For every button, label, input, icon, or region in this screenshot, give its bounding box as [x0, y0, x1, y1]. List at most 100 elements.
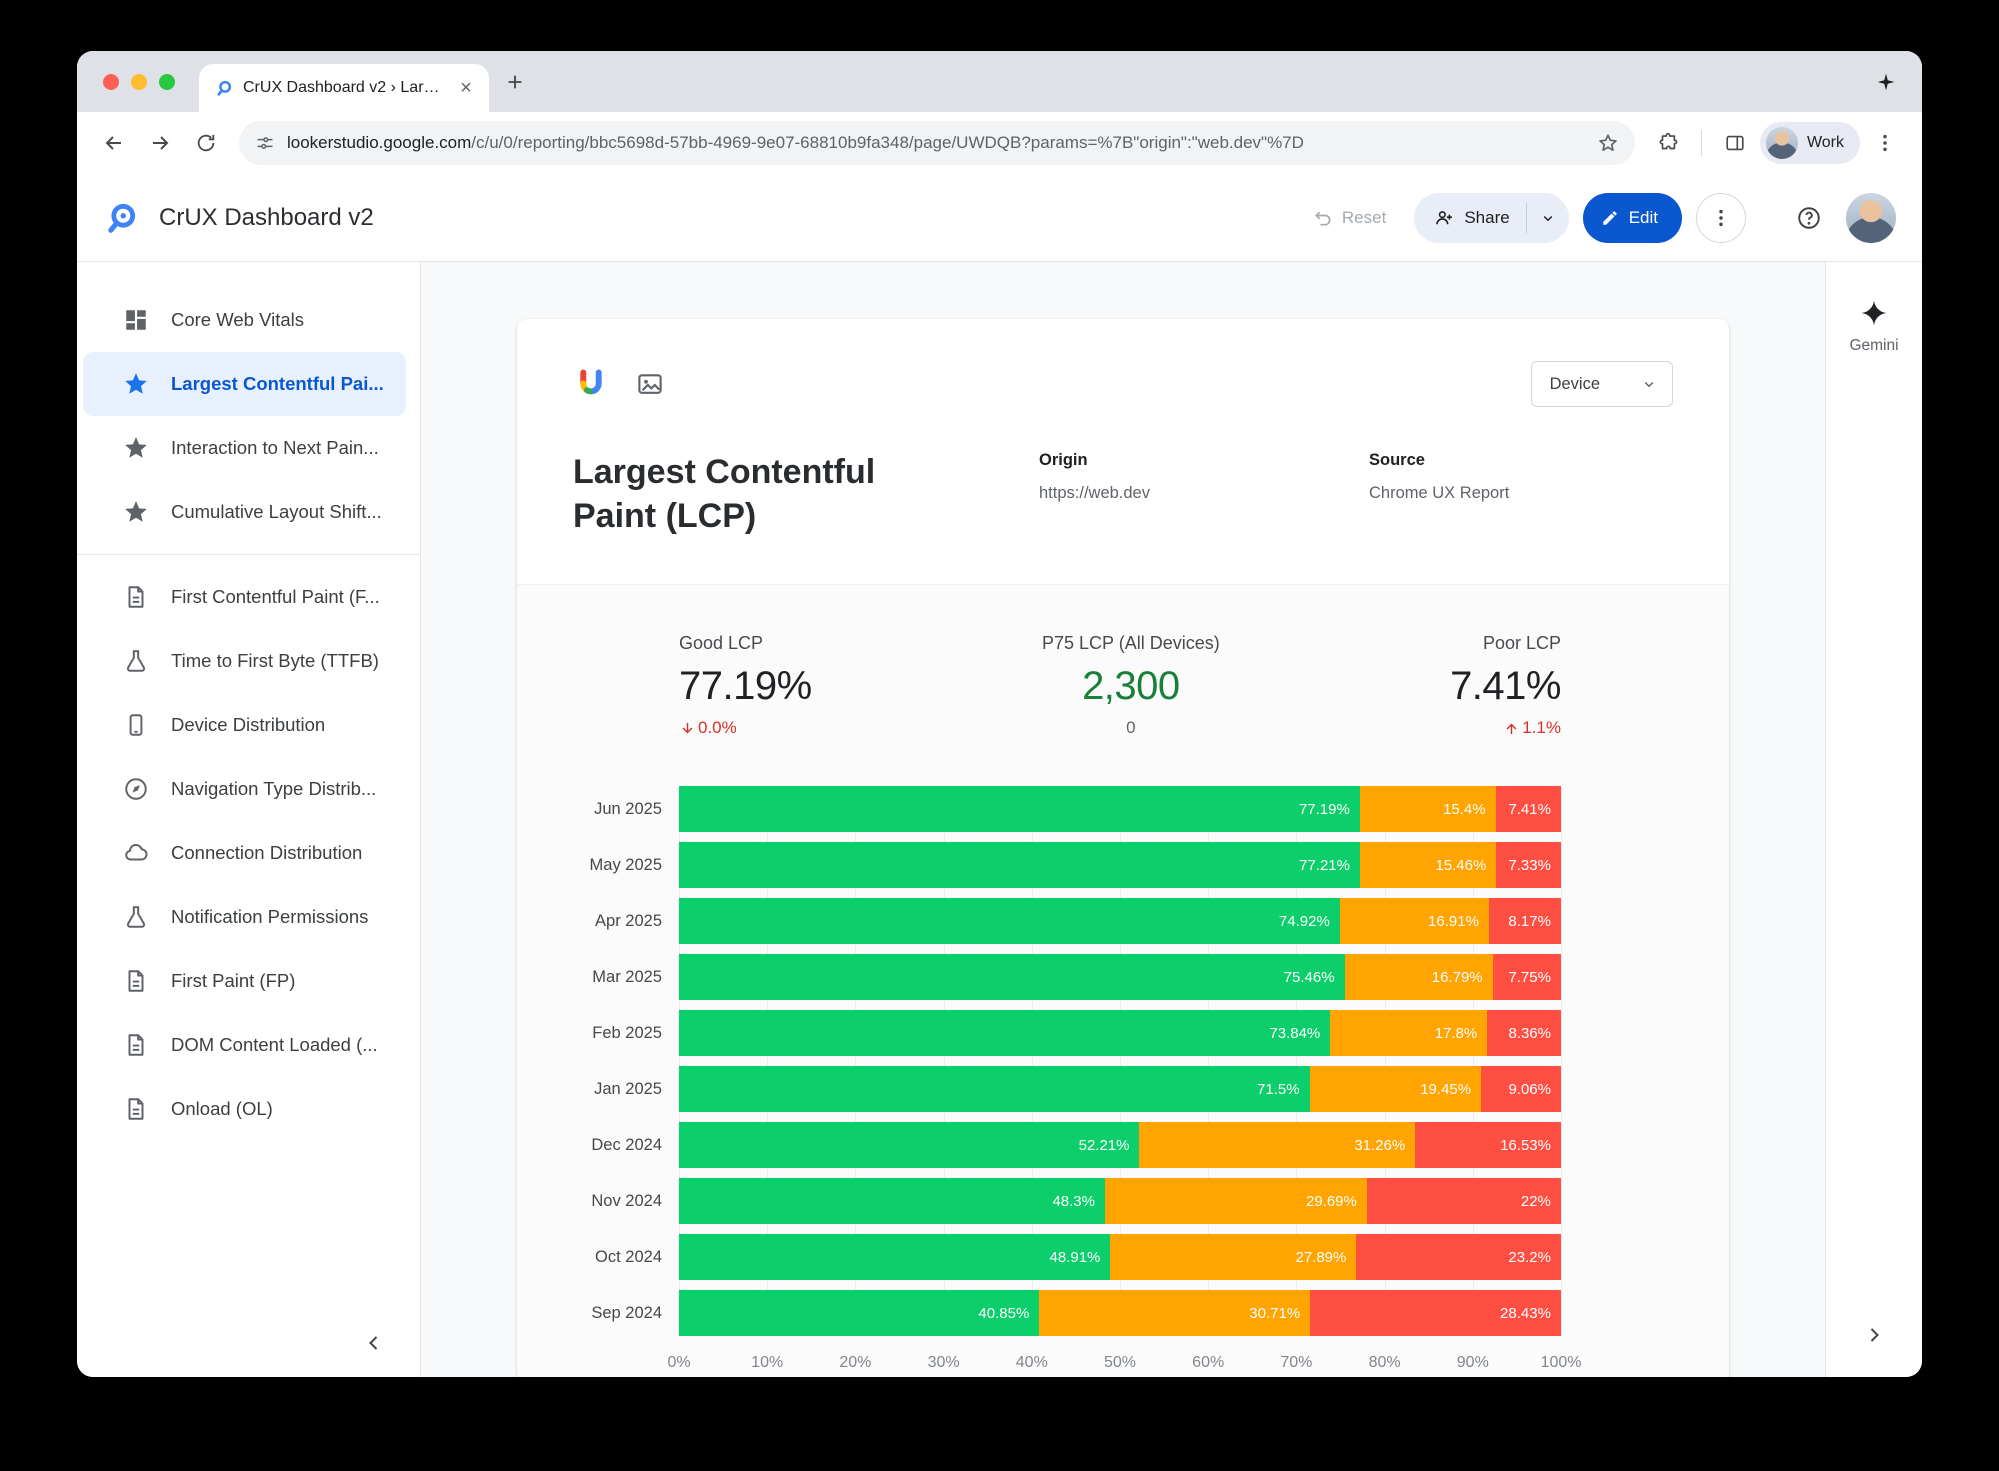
- account-avatar[interactable]: [1846, 192, 1896, 243]
- side-panel-icon[interactable]: [1714, 122, 1756, 164]
- sidebar-item[interactable]: First Paint (FP): [83, 949, 406, 1013]
- minimize-window-button[interactable]: [131, 73, 147, 90]
- scorecard-value: 7.41%: [1450, 664, 1561, 709]
- browser-tab[interactable]: CrUX Dashboard v2 › Largest ×: [199, 64, 489, 112]
- sidebar-item[interactable]: Navigation Type Distrib...: [83, 757, 406, 821]
- sidebar-item[interactable]: Notification Permissions: [83, 885, 406, 949]
- bar-segment-needs-improvement[interactable]: 30.71%: [1039, 1290, 1311, 1337]
- sidebar-item-label: Time to First Byte (TTFB): [171, 650, 379, 671]
- bar-segment-needs-improvement[interactable]: 27.89%: [1110, 1234, 1357, 1281]
- sidebar-item[interactable]: Largest Contentful Pai...: [83, 352, 406, 416]
- person-add-icon: [1434, 208, 1454, 228]
- bar-segment-poor[interactable]: 8.17%: [1488, 898, 1561, 945]
- chart-row: Apr 2025 74.92% 16.91% 8.17%: [573, 898, 1673, 945]
- bar-segment-needs-improvement[interactable]: 16.91%: [1339, 898, 1489, 945]
- report-card: Device Largest Contentful Paint (LCP) Or…: [517, 319, 1729, 1377]
- rail-expand-button[interactable]: [1862, 1323, 1886, 1347]
- sidebar-item[interactable]: DOM Content Loaded (...: [83, 1013, 406, 1077]
- bar-segment-needs-improvement[interactable]: 31.26%: [1139, 1122, 1416, 1169]
- share-dropdown-button[interactable]: [1527, 193, 1569, 243]
- bookmark-star-icon[interactable]: [1597, 132, 1619, 154]
- bar-segment-good[interactable]: 74.92%: [679, 898, 1340, 945]
- stacked-bar[interactable]: 75.46% 16.79% 7.75%: [679, 954, 1561, 1001]
- bar-segment-good[interactable]: 40.85%: [679, 1290, 1040, 1337]
- bar-segment-needs-improvement[interactable]: 16.79%: [1344, 954, 1493, 1001]
- maximize-window-button[interactable]: [159, 73, 175, 90]
- x-axis-tick: 0%: [667, 1354, 691, 1372]
- stacked-bar[interactable]: 71.5% 19.45% 9.06%: [679, 1066, 1561, 1113]
- bar-segment-poor[interactable]: 22%: [1366, 1178, 1561, 1225]
- chart-category-label: Dec 2024: [591, 1135, 662, 1154]
- stacked-bar[interactable]: 52.21% 31.26% 16.53%: [679, 1122, 1561, 1169]
- stacked-bar[interactable]: 73.84% 17.8% 8.36%: [679, 1010, 1561, 1057]
- bar-segment-poor[interactable]: 7.33%: [1496, 842, 1561, 889]
- x-axis: 0% 10% 20% 30% 40% 50% 60% 70% 80% 90% 100%: [667, 1348, 1581, 1377]
- browser-menu-icon[interactable]: [1864, 122, 1906, 164]
- pencil-icon: [1601, 209, 1619, 227]
- doc-icon: [123, 1096, 149, 1122]
- help-icon[interactable]: [1786, 195, 1832, 241]
- sidebar-item[interactable]: Connection Distribution: [83, 821, 406, 885]
- stacked-bar[interactable]: 48.3% 29.69% 22%: [679, 1178, 1561, 1225]
- bar-segment-good[interactable]: 77.21%: [679, 842, 1360, 889]
- bar-segment-good[interactable]: 48.91%: [679, 1234, 1111, 1281]
- stacked-bar[interactable]: 77.19% 15.4% 7.41%: [679, 786, 1561, 833]
- gemini-icon[interactable]: [1859, 298, 1889, 328]
- x-axis-tick: 90%: [1456, 1354, 1489, 1372]
- forward-button[interactable]: [139, 122, 181, 164]
- flask-icon: [123, 648, 149, 674]
- bar-value-label: 29.69%: [1305, 1192, 1357, 1210]
- doc-icon: [123, 968, 149, 994]
- bar-segment-good[interactable]: 77.19%: [679, 786, 1360, 833]
- bar-segment-poor[interactable]: 8.36%: [1487, 1010, 1561, 1057]
- bar-value-label: 74.92%: [1278, 912, 1330, 930]
- bar-value-label: 23.2%: [1508, 1248, 1551, 1266]
- bar-segment-good[interactable]: 73.84%: [679, 1010, 1331, 1057]
- sidebar-item[interactable]: Onload (OL): [83, 1077, 406, 1141]
- bar-segment-poor[interactable]: 28.43%: [1310, 1290, 1561, 1337]
- sidebar-item[interactable]: Cumulative Layout Shift...: [83, 480, 406, 544]
- bar-segment-poor[interactable]: 9.06%: [1481, 1066, 1561, 1113]
- bar-segment-needs-improvement[interactable]: 15.46%: [1359, 842, 1497, 889]
- sidebar-item[interactable]: Time to First Byte (TTFB): [83, 629, 406, 693]
- image-icon[interactable]: [635, 369, 665, 399]
- sidebar-item[interactable]: Interaction to Next Pain...: [83, 416, 406, 480]
- device-filter-dropdown[interactable]: Device: [1530, 361, 1673, 407]
- bar-segment-good[interactable]: 71.5%: [679, 1066, 1310, 1113]
- site-settings-icon[interactable]: [255, 133, 275, 153]
- sidebar-item[interactable]: First Contentful Paint (F...: [83, 565, 406, 629]
- bar-segment-needs-improvement[interactable]: 15.4%: [1359, 786, 1496, 833]
- address-bar[interactable]: lookerstudio.google.com/c/u/0/reporting/…: [239, 121, 1635, 165]
- extensions-icon[interactable]: [1647, 122, 1689, 164]
- close-window-button[interactable]: [103, 73, 119, 90]
- bar-segment-needs-improvement[interactable]: 19.45%: [1309, 1066, 1482, 1113]
- share-button[interactable]: Share: [1414, 193, 1525, 243]
- tab-close-icon[interactable]: ×: [460, 76, 472, 99]
- bar-segment-poor[interactable]: 16.53%: [1415, 1122, 1561, 1169]
- back-button[interactable]: [93, 122, 135, 164]
- bar-segment-good[interactable]: 48.3%: [679, 1178, 1105, 1225]
- more-options-button[interactable]: [1696, 192, 1746, 243]
- right-rail: Gemini: [1825, 262, 1922, 1377]
- stacked-bar[interactable]: 48.91% 27.89% 23.2%: [679, 1234, 1561, 1281]
- sparkle-icon[interactable]: [1876, 72, 1896, 92]
- bar-segment-poor[interactable]: 7.41%: [1495, 786, 1561, 833]
- edit-button[interactable]: Edit: [1582, 192, 1682, 243]
- bar-segment-good[interactable]: 75.46%: [679, 954, 1345, 1001]
- stacked-bar[interactable]: 74.92% 16.91% 8.17%: [679, 898, 1561, 945]
- bar-segment-good[interactable]: 52.21%: [679, 1122, 1140, 1169]
- reset-button[interactable]: Reset: [1299, 193, 1400, 243]
- sidebar-item[interactable]: Device Distribution: [83, 693, 406, 757]
- bar-segment-needs-improvement[interactable]: 29.69%: [1105, 1178, 1367, 1225]
- stacked-bar[interactable]: 40.85% 30.71% 28.43%: [679, 1290, 1561, 1337]
- profile-chip[interactable]: Work: [1759, 122, 1860, 164]
- stacked-bar[interactable]: 77.21% 15.46% 7.33%: [679, 842, 1561, 889]
- new-tab-button[interactable]: [497, 64, 533, 100]
- sidebar-item[interactable]: Core Web Vitals: [83, 288, 406, 352]
- bar-segment-poor[interactable]: 7.75%: [1492, 954, 1561, 1001]
- sidebar-collapse-button[interactable]: [362, 1331, 386, 1355]
- bar-segment-needs-improvement[interactable]: 17.8%: [1330, 1010, 1488, 1057]
- bar-value-label: 15.4%: [1443, 800, 1486, 818]
- reload-button[interactable]: [185, 122, 227, 164]
- bar-segment-poor[interactable]: 23.2%: [1356, 1234, 1561, 1281]
